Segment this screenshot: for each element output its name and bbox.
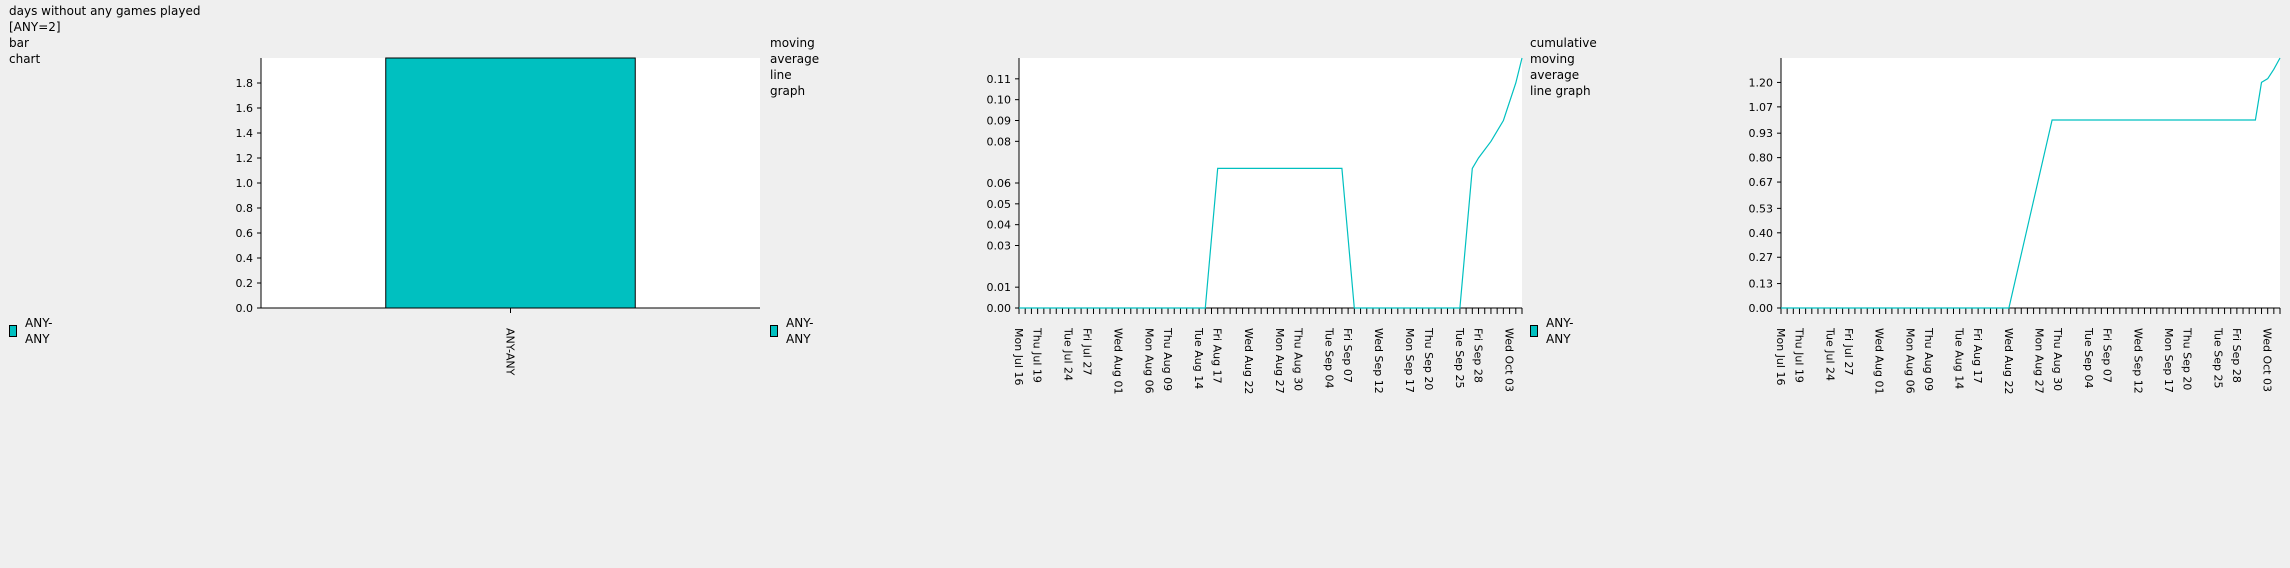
- x-tick-label: Thu Sep 20: [1422, 327, 1435, 390]
- x-tick-label: Mon Jul 16: [1012, 328, 1025, 385]
- moving-average-legend: ANY-ANY: [770, 315, 817, 347]
- x-tick-label: Fri Aug 17: [1211, 328, 1224, 384]
- y-tick-label: 1.20: [1749, 76, 1774, 89]
- y-tick-label: 0.05: [987, 198, 1012, 211]
- y-tick-label: 0.6: [236, 227, 254, 240]
- x-tick-label: Tue Sep 25: [1453, 327, 1466, 389]
- plot-area: [1781, 58, 2280, 308]
- x-tick-label: Tue Jul 24: [1823, 327, 1836, 381]
- legend-swatch: [1530, 325, 1539, 337]
- bar: [385, 57, 636, 309]
- x-tick-label: ANY-ANY: [504, 328, 517, 376]
- x-tick-label: Thu Jul 19: [1031, 327, 1044, 383]
- cumulative-average-line-chart: 0.00 0.13 0.27 0.40 0.53 0.67 0.80 0.93 1.07 1.20…: [1749, 57, 2281, 394]
- x-tick-label: Fri Aug 17: [1971, 328, 1984, 384]
- x-tick-label: Mon Aug 27: [2033, 328, 2046, 394]
- y-tick-label: 0.53: [1749, 202, 1774, 215]
- y-tick-label: 1.2: [236, 152, 254, 165]
- x-tick-label: Mon Aug 27: [1273, 328, 1286, 394]
- x-tick-label: Mon Aug 06: [1903, 328, 1916, 394]
- y-tick-label: 0.09: [987, 115, 1012, 128]
- y-tick-label: 0.2: [236, 277, 254, 290]
- moving-average-line-chart: 0.00 0.01 0.03 0.04 0.05 0.06 0.08 0.09 0.10 0.11…: [987, 57, 1523, 394]
- x-tick-label: Mon Aug 06: [1142, 328, 1155, 394]
- y-tick-label: 0.04: [987, 219, 1012, 232]
- y-tick-label: 1.0: [236, 177, 254, 190]
- x-tick-label: Tue Aug 14: [1192, 327, 1205, 389]
- page-subtitle: [ANY=2]: [9, 20, 61, 34]
- x-tick-label: Wed Aug 22: [2002, 328, 2015, 394]
- page-title: days without any games played: [9, 4, 201, 18]
- y-tick-label: 1.4: [236, 127, 254, 140]
- x-tick-label: Wed Sep 12: [1372, 328, 1385, 394]
- x-tick-label: Fri Sep 07: [2101, 328, 2114, 383]
- y-tick-label: 0.06: [987, 177, 1012, 190]
- y-tick-label: 0.08: [987, 135, 1012, 148]
- x-tick-label: Wed Aug 01: [1873, 328, 1886, 394]
- x-tick-label: Tue Aug 14: [1953, 327, 1966, 389]
- y-tick-label: 0.11: [987, 73, 1012, 86]
- series-line: [1781, 57, 2281, 309]
- y-tick-label: 1.8: [236, 77, 254, 90]
- plot-area: [1019, 58, 1522, 308]
- y-tick-label: 0.40: [1749, 227, 1774, 240]
- y-tick-label: 1.6: [236, 102, 254, 115]
- x-tick-label: Fri Sep 07: [1341, 328, 1354, 383]
- x-tick-label: Fri Jul 27: [1080, 328, 1093, 375]
- x-tick-label: Wed Aug 01: [1111, 328, 1124, 394]
- x-tick-label: Thu Jul 19: [1792, 327, 1805, 383]
- series-line: [1019, 57, 1523, 309]
- x-tick-label: Thu Aug 09: [1161, 327, 1174, 391]
- legend-label: ANY-ANY: [25, 316, 53, 346]
- moving-average-title: moving average line graph: [770, 36, 820, 98]
- y-tick-label: 0.8: [236, 202, 254, 215]
- x-tick-label: Tue Sep 04: [1322, 327, 1335, 389]
- y-tick-label: 0.01: [987, 281, 1012, 294]
- legend-swatch: [770, 325, 779, 337]
- bar-chart-legend: ANY-ANY: [9, 315, 56, 347]
- x-tick-label: Wed Oct 03: [1503, 328, 1516, 392]
- x-tick-label: Tue Sep 04: [2082, 327, 2095, 389]
- y-tick-label: 0.93: [1749, 127, 1774, 140]
- y-tick-label: 0.00: [1749, 302, 1774, 315]
- x-tick-label: Mon Jul 16: [1774, 328, 1787, 385]
- x-tick-label: Wed Sep 12: [2131, 328, 2144, 394]
- legend-label: ANY-ANY: [786, 316, 814, 346]
- cumulative-average-title: cumulative moving average line graph: [1530, 36, 1597, 98]
- x-tick-label: Thu Sep 20: [2181, 327, 2194, 390]
- legend-label: ANY-ANY: [1546, 316, 1574, 346]
- y-tick-label: 0.67: [1749, 176, 1774, 189]
- bar-chart-title: bar chart: [9, 36, 41, 66]
- y-tick-label: 0.0: [236, 302, 254, 315]
- y-tick-label: 1.07: [1749, 101, 1774, 114]
- x-tick-label: Mon Sep 17: [2162, 328, 2175, 393]
- x-tick-label: Wed Aug 22: [1242, 328, 1255, 394]
- x-tick-label: Wed Oct 03: [2261, 328, 2274, 392]
- y-tick-label: 0.00: [987, 302, 1012, 315]
- legend-swatch: [9, 325, 18, 337]
- y-tick-label: 0.03: [987, 240, 1012, 253]
- y-tick-label: 0.13: [1749, 278, 1774, 291]
- y-tick-label: 0.80: [1749, 152, 1774, 165]
- y-tick-label: 0.10: [987, 94, 1012, 107]
- x-tick-label: Fri Jul 27: [1842, 328, 1855, 375]
- x-tick-label: Mon Sep 17: [1403, 328, 1416, 393]
- x-tick-label: Thu Aug 30: [2051, 327, 2064, 391]
- x-tick-label: Thu Aug 09: [1922, 327, 1935, 391]
- x-tick-label: Tue Sep 25: [2211, 327, 2224, 389]
- y-tick-label: 0.27: [1749, 251, 1774, 264]
- x-tick-label: Fri Sep 28: [1472, 328, 1485, 383]
- x-tick-label: Thu Aug 30: [1291, 327, 1304, 391]
- bar-chart: 0.0 0.2 0.4 0.6 0.8 1.0 1.2 1.4 1.6 1.8 ANY-ANY: [236, 57, 760, 376]
- y-tick-label: 0.4: [236, 252, 254, 265]
- cumulative-average-legend: ANY-ANY: [1530, 315, 1577, 347]
- x-tick-label: Tue Jul 24: [1062, 327, 1075, 381]
- x-tick-label: Fri Sep 28: [2230, 328, 2243, 383]
